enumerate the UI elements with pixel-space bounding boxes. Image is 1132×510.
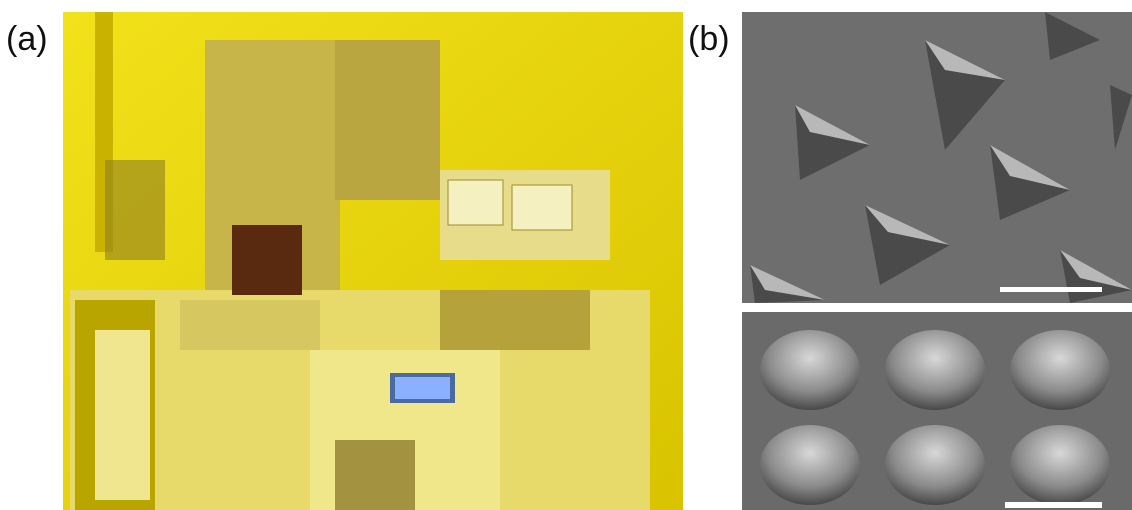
images: [0, 0, 1132, 510]
sem-pyramids: [742, 12, 1132, 303]
figure: (a) (b): [0, 0, 1132, 510]
photo-instrument: [63, 12, 683, 510]
sem-domes: [742, 312, 1132, 510]
